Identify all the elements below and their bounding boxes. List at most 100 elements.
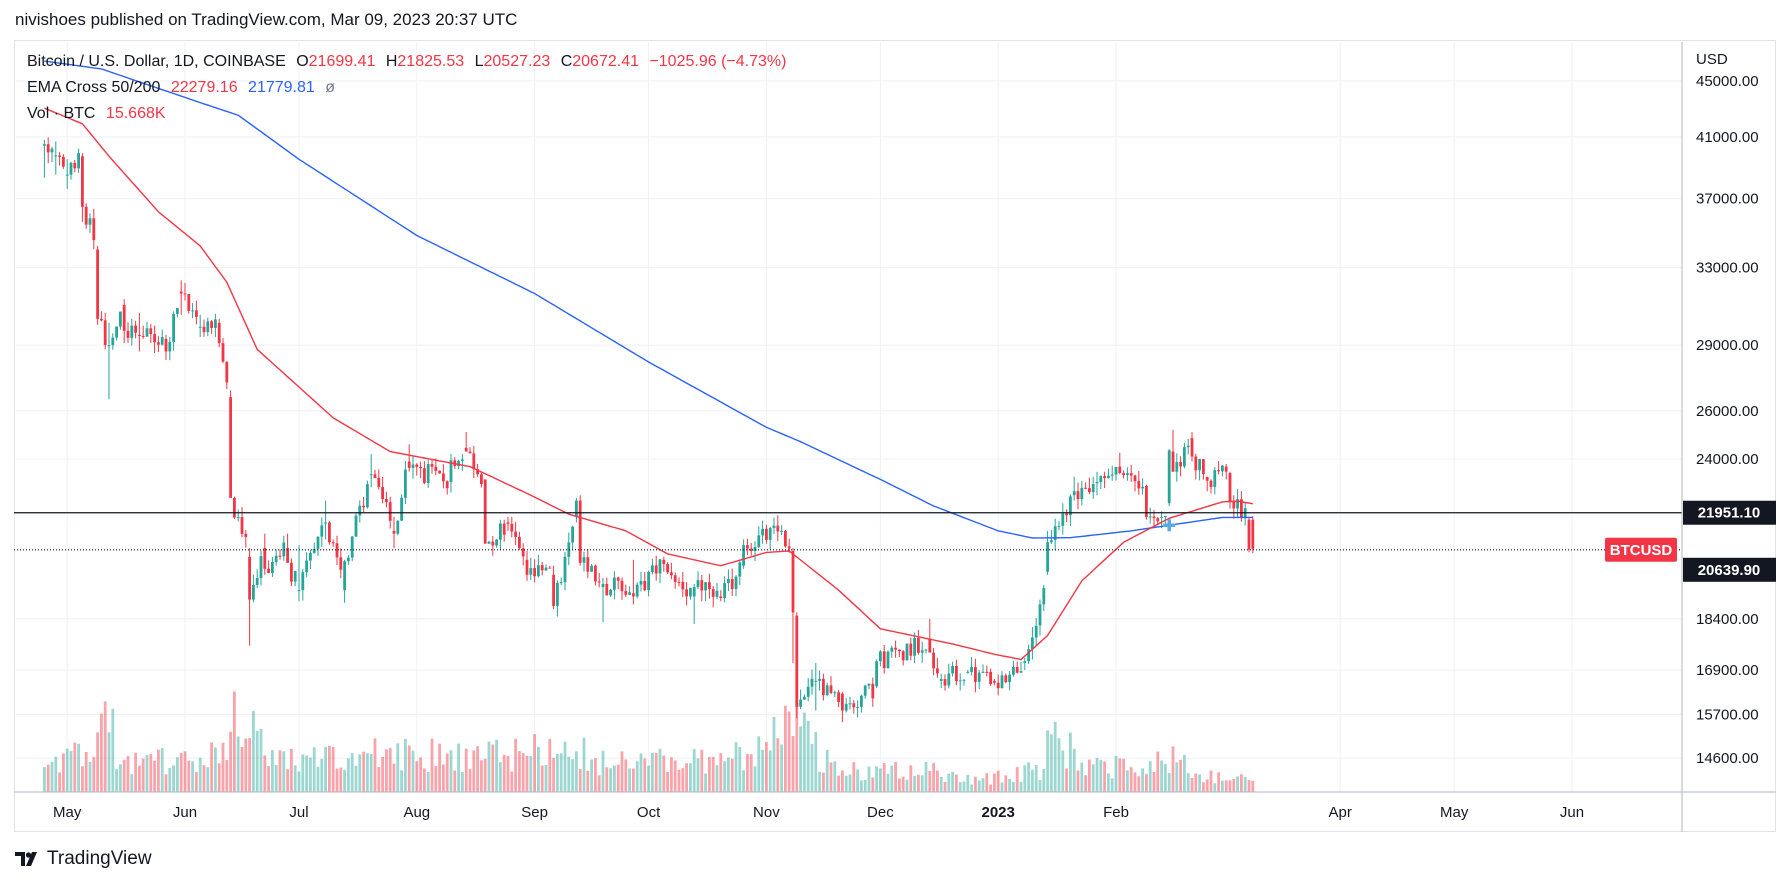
candle-body bbox=[776, 525, 780, 532]
volume-bar bbox=[628, 768, 631, 792]
volume-bar bbox=[780, 744, 783, 792]
candle-body bbox=[510, 523, 514, 532]
volume-bar bbox=[958, 782, 962, 792]
volume-bar bbox=[917, 774, 920, 792]
volume-bar bbox=[1057, 738, 1061, 792]
candle-body bbox=[677, 581, 681, 583]
candle-body bbox=[552, 574, 555, 606]
candle-body bbox=[244, 533, 248, 537]
volume-bar bbox=[263, 755, 267, 792]
candle-body bbox=[248, 556, 251, 600]
candle-body bbox=[939, 679, 943, 681]
volume-bar bbox=[1103, 761, 1106, 792]
ema200-line bbox=[44, 60, 1253, 539]
volume-bar bbox=[613, 765, 616, 792]
volume-bar bbox=[172, 765, 175, 792]
candle-body bbox=[1000, 675, 1004, 689]
volume-bar bbox=[643, 758, 647, 792]
candle-body bbox=[586, 557, 590, 572]
candle-body bbox=[1133, 475, 1137, 482]
candle-body bbox=[590, 565, 593, 572]
volume-bar bbox=[1072, 748, 1076, 792]
candle-body bbox=[1031, 637, 1034, 650]
volume-bar bbox=[955, 774, 958, 792]
volume-bar bbox=[62, 753, 65, 792]
volume-bar bbox=[1148, 761, 1152, 792]
candle-body bbox=[305, 560, 308, 573]
legend-ema-row[interactable]: EMA Cross 50/200 22279.16 21779.81 ø bbox=[27, 79, 341, 97]
volume-bar bbox=[939, 776, 943, 792]
candle-body bbox=[259, 556, 263, 578]
candle-body bbox=[362, 505, 365, 508]
candle-body bbox=[1179, 462, 1182, 467]
candle-body bbox=[1247, 519, 1251, 550]
volume-bar bbox=[700, 749, 704, 792]
volume-bar bbox=[996, 770, 1000, 792]
volume-bar bbox=[1031, 769, 1034, 792]
volume-bar bbox=[373, 738, 377, 792]
candle-body bbox=[609, 589, 612, 596]
candle-body bbox=[822, 678, 825, 696]
level-price-text: 21951.10 bbox=[1698, 505, 1761, 522]
candle-body bbox=[594, 565, 597, 582]
candle-body bbox=[84, 206, 88, 225]
volume-bar bbox=[510, 771, 514, 792]
candle-body bbox=[803, 696, 806, 700]
y-tick-label: 41000.00 bbox=[1696, 129, 1759, 146]
volume-bar bbox=[1194, 773, 1198, 792]
candle-body bbox=[981, 671, 985, 673]
candle-body bbox=[882, 651, 886, 669]
candle-body bbox=[1156, 518, 1160, 522]
candle-body bbox=[719, 596, 723, 599]
candle-body bbox=[582, 557, 586, 563]
volume-bar bbox=[392, 763, 396, 792]
candle-body bbox=[122, 305, 126, 331]
candle-body bbox=[138, 334, 141, 336]
x-tick-label: Feb bbox=[1103, 804, 1129, 821]
volume-bar bbox=[461, 772, 464, 792]
volume-bar bbox=[860, 780, 863, 792]
candle-body bbox=[616, 577, 620, 581]
volume-bar bbox=[1012, 781, 1015, 792]
candle-body bbox=[772, 525, 776, 529]
time-axis: May Jun Jul Aug Sep Oct Nov Dec 2023 Feb Apr May Jun bbox=[14, 791, 1776, 821]
candle-body bbox=[651, 565, 654, 573]
candle-body bbox=[814, 680, 818, 682]
volume-bar bbox=[202, 765, 206, 792]
candle-body bbox=[601, 583, 605, 588]
volume-bar bbox=[590, 759, 593, 792]
tradingview-brand[interactable]: TradingView bbox=[15, 848, 152, 870]
volume-bar bbox=[415, 761, 419, 792]
candle-body bbox=[130, 325, 134, 338]
candle-body bbox=[1213, 470, 1217, 488]
legend-low: L20527.23 bbox=[474, 53, 551, 70]
candle-body bbox=[514, 531, 517, 537]
volume-bar bbox=[974, 776, 977, 792]
candle-body bbox=[58, 155, 61, 157]
candle-body bbox=[297, 590, 301, 592]
volume-bar bbox=[518, 751, 521, 792]
volume-bar bbox=[1190, 777, 1194, 792]
volume-bar bbox=[1076, 770, 1080, 792]
x-tick-label: Apr bbox=[1329, 804, 1352, 821]
candle-body bbox=[806, 686, 810, 697]
volume-bar bbox=[670, 757, 673, 792]
volume-bar bbox=[1000, 782, 1004, 792]
candle-body bbox=[373, 474, 377, 478]
candle-body bbox=[955, 665, 958, 682]
volume-bar bbox=[692, 749, 696, 792]
hide-indicator-icon[interactable]: ø bbox=[325, 79, 336, 96]
candle-body bbox=[92, 218, 96, 241]
legend-symbol: Bitcoin / U.S. Dollar, 1D, COINBASE bbox=[27, 53, 286, 70]
legend-volume-row[interactable]: Vol · BTC 15.668K bbox=[27, 105, 172, 123]
candle-body bbox=[860, 695, 863, 707]
candle-body bbox=[1050, 540, 1053, 543]
volume-bar bbox=[875, 766, 878, 792]
candle-body bbox=[62, 156, 65, 167]
candle-body bbox=[521, 548, 525, 557]
candle-body bbox=[1099, 476, 1103, 483]
volume-bar bbox=[658, 748, 662, 792]
candle-body bbox=[350, 536, 354, 558]
candle-body bbox=[225, 361, 229, 383]
